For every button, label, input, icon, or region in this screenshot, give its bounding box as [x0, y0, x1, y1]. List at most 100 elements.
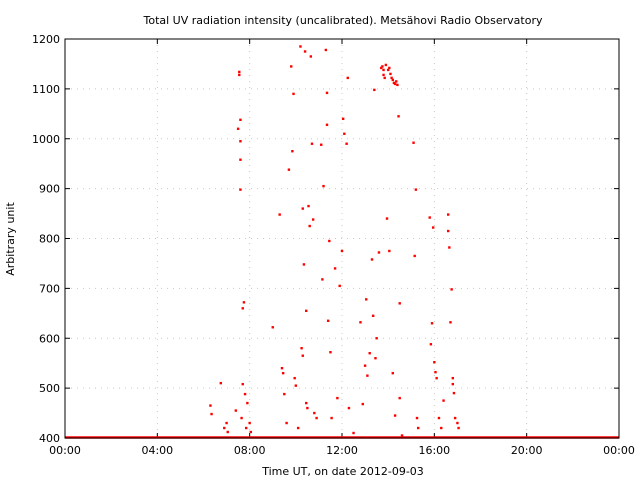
- data-point: [398, 396, 401, 400]
- data-point: [380, 66, 383, 70]
- axis-ticks: 00:00 04:00 08:00 12:00 16:00 20:00 00:0040050…: [32, 33, 635, 457]
- data-point: [363, 364, 367, 367]
- data-point: [446, 213, 450, 216]
- x-tick-label: 16:00: [418, 444, 450, 457]
- y-tick-label: 1000: [32, 133, 60, 146]
- data-point: [296, 426, 300, 430]
- x-tick-label: 08:00: [234, 444, 266, 457]
- data-point: [245, 426, 248, 430]
- data-point: [391, 371, 394, 375]
- data-point: [241, 382, 244, 386]
- data-point: [453, 416, 457, 420]
- data-point: [449, 321, 452, 324]
- y-tick-label: 400: [39, 432, 60, 445]
- data-point: [311, 218, 315, 221]
- data-point: [346, 76, 349, 80]
- data-point: [293, 376, 296, 380]
- data-point: [285, 421, 288, 425]
- data-point: [446, 229, 450, 233]
- data-point: [299, 45, 302, 48]
- data-point: [434, 370, 437, 374]
- data-point: [283, 392, 286, 396]
- y-tick-label: 1200: [32, 33, 60, 46]
- data-point: [226, 430, 229, 434]
- data-point: [393, 82, 397, 86]
- data-point: [347, 406, 351, 410]
- data-point: [452, 391, 456, 395]
- data-point: [368, 352, 371, 355]
- data-point: [320, 143, 323, 146]
- data-point: [307, 204, 310, 208]
- data-point: [241, 307, 244, 310]
- data-point: [397, 115, 400, 118]
- data-point: [430, 322, 434, 325]
- data-point: [428, 216, 431, 219]
- data-point: [330, 416, 333, 420]
- data-point: [287, 168, 291, 171]
- data-point: [303, 50, 307, 53]
- data-point: [225, 421, 228, 425]
- data-point: [280, 366, 284, 370]
- data-point: [377, 251, 381, 254]
- data-point: [396, 83, 399, 87]
- data-point: [388, 66, 391, 70]
- data-point: [390, 76, 393, 80]
- data-point: [451, 376, 454, 380]
- data-point: [315, 416, 318, 420]
- data-point: [329, 351, 332, 354]
- data-point: [210, 412, 213, 416]
- data-point: [292, 92, 295, 96]
- data-point: [361, 402, 364, 406]
- data-point: [239, 158, 242, 161]
- data-point: [393, 414, 397, 417]
- chart-title: Total UV radiation intensity (uncalibrat…: [143, 14, 543, 27]
- data-point: [239, 188, 242, 191]
- data-point: [359, 321, 362, 324]
- data-point: [321, 278, 324, 281]
- data-point: [437, 416, 441, 420]
- data-point: [343, 132, 346, 135]
- data-point: [414, 188, 418, 191]
- data-point: [389, 72, 392, 76]
- data-point: [398, 302, 401, 305]
- data-point: [248, 421, 251, 425]
- x-tick-label: 00:00: [603, 444, 635, 457]
- data-point: [249, 430, 253, 434]
- data-point: [365, 298, 368, 301]
- data-point: [340, 249, 344, 253]
- data-point: [385, 217, 389, 220]
- data-point: [305, 309, 308, 313]
- data-point: [400, 434, 404, 437]
- plot-frame: [64, 38, 620, 439]
- data-point: [383, 76, 386, 80]
- data-point: [388, 249, 391, 253]
- x-tick-label: 12:00: [326, 444, 358, 457]
- data-point: [381, 65, 384, 68]
- x-tick-label: 04:00: [141, 444, 173, 457]
- x-axis-label: Time UT, on date 2012-09-03: [261, 465, 424, 478]
- data-point: [219, 381, 223, 385]
- data-point: [448, 246, 451, 249]
- data-point: [333, 267, 337, 270]
- x-tick-label: 20:00: [511, 444, 543, 457]
- data-point: [301, 207, 304, 210]
- y-tick-label: 500: [39, 382, 60, 395]
- data-points: [65, 45, 619, 439]
- data-point: [313, 411, 316, 415]
- data-point: [433, 360, 436, 364]
- data-point: [234, 409, 238, 412]
- data-point: [300, 347, 303, 350]
- data-point: [416, 426, 420, 430]
- data-point: [301, 354, 304, 357]
- data-point: [415, 416, 419, 420]
- y-tick-label: 900: [39, 183, 60, 196]
- data-point: [239, 118, 242, 121]
- data-point: [384, 63, 388, 67]
- data-point: [236, 127, 240, 130]
- data-point: [278, 213, 281, 216]
- data-point: [431, 226, 435, 229]
- x-tick-label: 00:00: [49, 444, 81, 457]
- data-point: [309, 55, 313, 58]
- data-point: [395, 80, 398, 83]
